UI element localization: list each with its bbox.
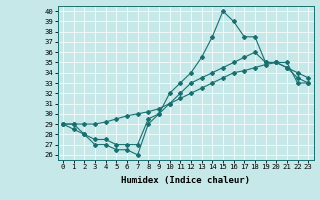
X-axis label: Humidex (Indice chaleur): Humidex (Indice chaleur) (121, 176, 250, 185)
